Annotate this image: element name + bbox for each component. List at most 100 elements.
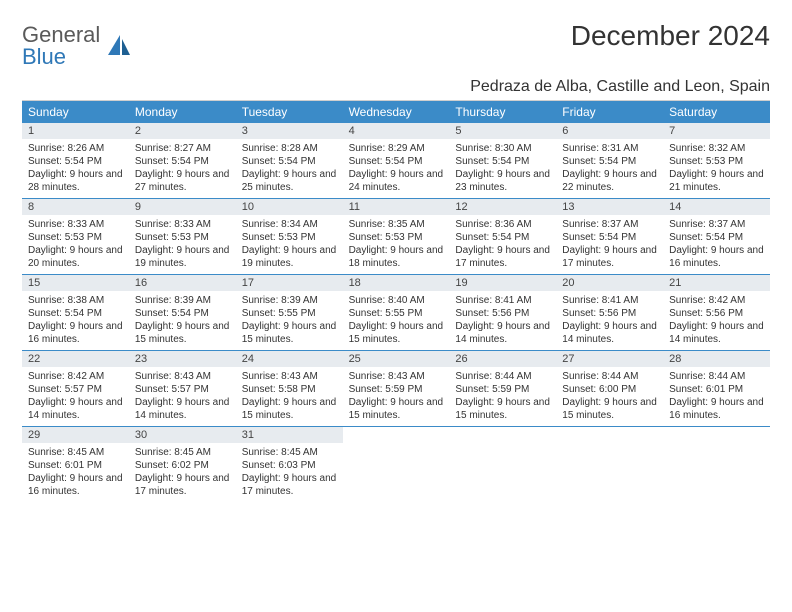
day-number: 27 xyxy=(556,351,663,367)
sunset-line: Sunset: 6:01 PM xyxy=(28,459,123,472)
sunrise-line: Sunrise: 8:37 AM xyxy=(562,218,657,231)
daylight-line: Daylight: 9 hours and 17 minutes. xyxy=(135,472,230,498)
calendar-cell: 17Sunrise: 8:39 AMSunset: 5:55 PMDayligh… xyxy=(236,275,343,350)
calendar-cell: 13Sunrise: 8:37 AMSunset: 5:54 PMDayligh… xyxy=(556,199,663,274)
day-details: Sunrise: 8:34 AMSunset: 5:53 PMDaylight:… xyxy=(236,215,343,274)
calendar-cell: 14Sunrise: 8:37 AMSunset: 5:54 PMDayligh… xyxy=(663,199,770,274)
logo-text-top: General xyxy=(22,24,100,46)
daylight-line: Daylight: 9 hours and 19 minutes. xyxy=(242,244,337,270)
day-number: 16 xyxy=(129,275,236,291)
day-details: Sunrise: 8:42 AMSunset: 5:57 PMDaylight:… xyxy=(22,367,129,426)
day-number: 11 xyxy=(343,199,450,215)
calendar-cell: 11Sunrise: 8:35 AMSunset: 5:53 PMDayligh… xyxy=(343,199,450,274)
day-number: 5 xyxy=(449,123,556,139)
daylight-line: Daylight: 9 hours and 22 minutes. xyxy=(562,168,657,194)
calendar-cell: 25Sunrise: 8:43 AMSunset: 5:59 PMDayligh… xyxy=(343,351,450,426)
calendar-cell: 2Sunrise: 8:27 AMSunset: 5:54 PMDaylight… xyxy=(129,123,236,198)
calendar-cell: 4Sunrise: 8:29 AMSunset: 5:54 PMDaylight… xyxy=(343,123,450,198)
day-header-saturday: Saturday xyxy=(663,101,770,123)
calendar-cell: 22Sunrise: 8:42 AMSunset: 5:57 PMDayligh… xyxy=(22,351,129,426)
day-details: Sunrise: 8:33 AMSunset: 5:53 PMDaylight:… xyxy=(129,215,236,274)
day-details: Sunrise: 8:41 AMSunset: 5:56 PMDaylight:… xyxy=(556,291,663,350)
sunset-line: Sunset: 5:54 PM xyxy=(28,307,123,320)
daylight-line: Daylight: 9 hours and 14 minutes. xyxy=(135,396,230,422)
calendar-cell: 15Sunrise: 8:38 AMSunset: 5:54 PMDayligh… xyxy=(22,275,129,350)
day-details: Sunrise: 8:30 AMSunset: 5:54 PMDaylight:… xyxy=(449,139,556,198)
sunset-line: Sunset: 5:54 PM xyxy=(28,155,123,168)
daylight-line: Daylight: 9 hours and 15 minutes. xyxy=(349,320,444,346)
calendar-cell: 24Sunrise: 8:43 AMSunset: 5:58 PMDayligh… xyxy=(236,351,343,426)
sunset-line: Sunset: 5:54 PM xyxy=(455,155,550,168)
sunset-line: Sunset: 5:56 PM xyxy=(669,307,764,320)
location-text: Pedraza de Alba, Castille and Leon, Spai… xyxy=(22,78,770,96)
calendar-cell: 18 Sunrise: 8:40 AMSunset: 5:55 PMDayligh… xyxy=(343,275,450,350)
sunset-line: Sunset: 5:58 PM xyxy=(242,383,337,396)
sunset-line: Sunset: 5:53 PM xyxy=(669,155,764,168)
day-header-thursday: Thursday xyxy=(449,101,556,123)
daylight-line: Daylight: 9 hours and 14 minutes. xyxy=(562,320,657,346)
calendar-cell: 7Sunrise: 8:32 AMSunset: 5:53 PMDaylight… xyxy=(663,123,770,198)
sunrise-line: Sunrise: 8:37 AM xyxy=(669,218,764,231)
day-header-sunday: Sunday xyxy=(22,101,129,123)
sunrise-line: Sunrise: 8:42 AM xyxy=(669,294,764,307)
day-details: Sunrise: 8:41 AMSunset: 5:56 PMDaylight:… xyxy=(449,291,556,350)
day-details: Sunrise: 8:35 AMSunset: 5:53 PMDaylight:… xyxy=(343,215,450,274)
calendar-week: 22Sunrise: 8:42 AMSunset: 5:57 PMDayligh… xyxy=(22,351,770,427)
day-details: Sunrise: 8:32 AMSunset: 5:53 PMDaylight:… xyxy=(663,139,770,198)
day-details: Sunrise: 8:28 AMSunset: 5:54 PMDaylight:… xyxy=(236,139,343,198)
calendar-cell-empty xyxy=(663,427,770,502)
day-number: 8 xyxy=(22,199,129,215)
sunrise-line: Sunrise: 8:40 AM xyxy=(349,294,444,307)
sunrise-line: Sunrise: 8:32 AM xyxy=(669,142,764,155)
daylight-line: Daylight: 9 hours and 16 minutes. xyxy=(28,320,123,346)
sunset-line: Sunset: 5:54 PM xyxy=(242,155,337,168)
daylight-line: Daylight: 9 hours and 17 minutes. xyxy=(562,244,657,270)
sunrise-line: Sunrise: 8:34 AM xyxy=(242,218,337,231)
day-details: Sunrise: 8:43 AMSunset: 5:57 PMDaylight:… xyxy=(129,367,236,426)
day-details: Sunrise: 8:33 AMSunset: 5:53 PMDaylight:… xyxy=(22,215,129,274)
day-number: 20 xyxy=(556,275,663,291)
sunset-line: Sunset: 5:54 PM xyxy=(562,155,657,168)
day-number: 6 xyxy=(556,123,663,139)
day-number: 19 xyxy=(449,275,556,291)
sunset-line: Sunset: 5:57 PM xyxy=(28,383,123,396)
daylight-line: Daylight: 9 hours and 15 minutes. xyxy=(349,396,444,422)
day-number: 4 xyxy=(343,123,450,139)
calendar-cell: 6Sunrise: 8:31 AMSunset: 5:54 PMDaylight… xyxy=(556,123,663,198)
day-details: Sunrise: 8:42 AMSunset: 5:56 PMDaylight:… xyxy=(663,291,770,350)
daylight-line: Daylight: 9 hours and 18 minutes. xyxy=(349,244,444,270)
day-number: 12 xyxy=(449,199,556,215)
calendar-cell: 3Sunrise: 8:28 AMSunset: 5:54 PMDaylight… xyxy=(236,123,343,198)
calendar-cell: 29Sunrise: 8:45 AMSunset: 6:01 PMDayligh… xyxy=(22,427,129,502)
daylight-line: Daylight: 9 hours and 16 minutes. xyxy=(669,396,764,422)
daylight-line: Daylight: 9 hours and 15 minutes. xyxy=(562,396,657,422)
calendar-week: 8Sunrise: 8:33 AMSunset: 5:53 PMDaylight… xyxy=(22,199,770,275)
sunrise-line: Sunrise: 8:41 AM xyxy=(455,294,550,307)
day-header-tuesday: Tuesday xyxy=(236,101,343,123)
day-number: 28 xyxy=(663,351,770,367)
calendar-cell: 8Sunrise: 8:33 AMSunset: 5:53 PMDaylight… xyxy=(22,199,129,274)
daylight-line: Daylight: 9 hours and 15 minutes. xyxy=(242,396,337,422)
day-details: Sunrise: 8:37 AMSunset: 5:54 PMDaylight:… xyxy=(556,215,663,274)
day-number: 13 xyxy=(556,199,663,215)
calendar-cell: 9Sunrise: 8:33 AMSunset: 5:53 PMDaylight… xyxy=(129,199,236,274)
sunset-line: Sunset: 6:00 PM xyxy=(562,383,657,396)
day-number: 10 xyxy=(236,199,343,215)
sunset-line: Sunset: 5:55 PM xyxy=(349,307,444,320)
day-number: 30 xyxy=(129,427,236,443)
sunrise-line: Sunrise: 8:38 AM xyxy=(28,294,123,307)
day-number: 18 xyxy=(343,275,450,291)
calendar-day-header: SundayMondayTuesdayWednesdayThursdayFrid… xyxy=(22,101,770,123)
sunset-line: Sunset: 5:54 PM xyxy=(135,155,230,168)
daylight-line: Daylight: 9 hours and 17 minutes. xyxy=(242,472,337,498)
sunrise-line: Sunrise: 8:45 AM xyxy=(135,446,230,459)
daylight-line: Daylight: 9 hours and 17 minutes. xyxy=(455,244,550,270)
daylight-line: Daylight: 9 hours and 16 minutes. xyxy=(669,244,764,270)
daylight-line: Daylight: 9 hours and 21 minutes. xyxy=(669,168,764,194)
sunset-line: Sunset: 5:55 PM xyxy=(242,307,337,320)
sunset-line: Sunset: 6:01 PM xyxy=(669,383,764,396)
day-number: 29 xyxy=(22,427,129,443)
daylight-line: Daylight: 9 hours and 28 minutes. xyxy=(28,168,123,194)
sunrise-line: Sunrise: 8:33 AM xyxy=(28,218,123,231)
sunrise-line: Sunrise: 8:43 AM xyxy=(135,370,230,383)
